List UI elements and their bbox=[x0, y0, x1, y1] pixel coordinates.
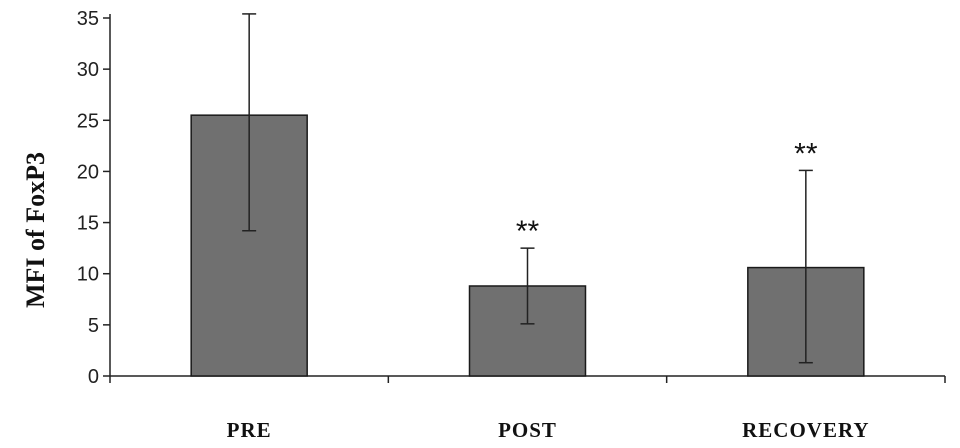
significance-mark: ** bbox=[794, 137, 818, 170]
x-axis bbox=[109, 375, 946, 383]
significance-mark: ** bbox=[516, 215, 540, 248]
y-tick-label: 0 bbox=[88, 366, 99, 388]
y-tick-label: 25 bbox=[77, 110, 99, 132]
y-axis-title: MFI of FoxP3 bbox=[21, 152, 50, 308]
category-label-post: POST bbox=[498, 418, 557, 442]
y-tick-label: 15 bbox=[77, 213, 99, 235]
y-axis: 0 5 10 15 20 25 30 35 bbox=[77, 8, 111, 388]
significance-annotations: ** ** bbox=[516, 137, 818, 248]
y-tick-label: 5 bbox=[88, 315, 99, 337]
category-labels: PRE POST RECOVERY bbox=[227, 418, 869, 442]
y-tick-label: 20 bbox=[77, 161, 99, 183]
category-label-pre: PRE bbox=[227, 418, 272, 442]
error-bars-group bbox=[242, 13, 813, 364]
y-tick-label: 10 bbox=[77, 264, 99, 286]
category-label-recovery: RECOVERY bbox=[742, 418, 869, 442]
y-tick-label: 30 bbox=[77, 59, 99, 81]
y-tick-label: 35 bbox=[77, 8, 99, 30]
